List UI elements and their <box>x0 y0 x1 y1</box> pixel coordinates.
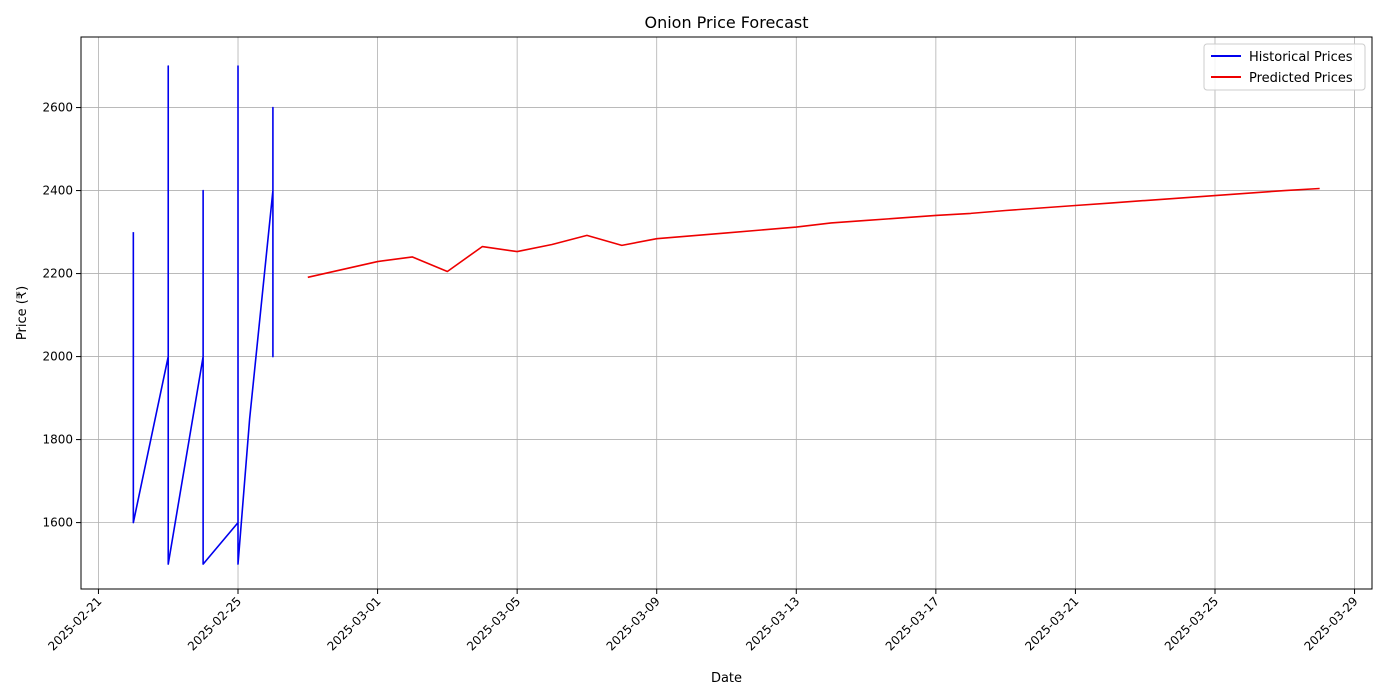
series-line-predicted <box>307 187 1320 279</box>
y-tick-label: 1600 <box>42 516 73 530</box>
x-axis-title: Date <box>711 671 742 686</box>
legend: Historical Prices Predicted Prices <box>1203 43 1366 91</box>
legend-label-historical: Historical Prices <box>1249 50 1353 65</box>
grid <box>81 37 1372 589</box>
legend-box <box>1203 43 1366 91</box>
y-tick-label: 1800 <box>42 433 73 447</box>
y-axis-title: Price (₹) <box>15 286 30 340</box>
y-tick-label: 2600 <box>42 101 73 115</box>
y-tick-label: 2400 <box>42 184 73 198</box>
plot-frame <box>80 36 1373 590</box>
series-line-historical <box>132 65 274 565</box>
chart-title: Onion Price Forecast <box>644 13 808 32</box>
y-tick-label: 2000 <box>42 350 73 364</box>
y-tick-label: 2200 <box>42 267 73 281</box>
series-layer <box>132 65 1320 565</box>
legend-label-predicted: Predicted Prices <box>1249 71 1353 86</box>
